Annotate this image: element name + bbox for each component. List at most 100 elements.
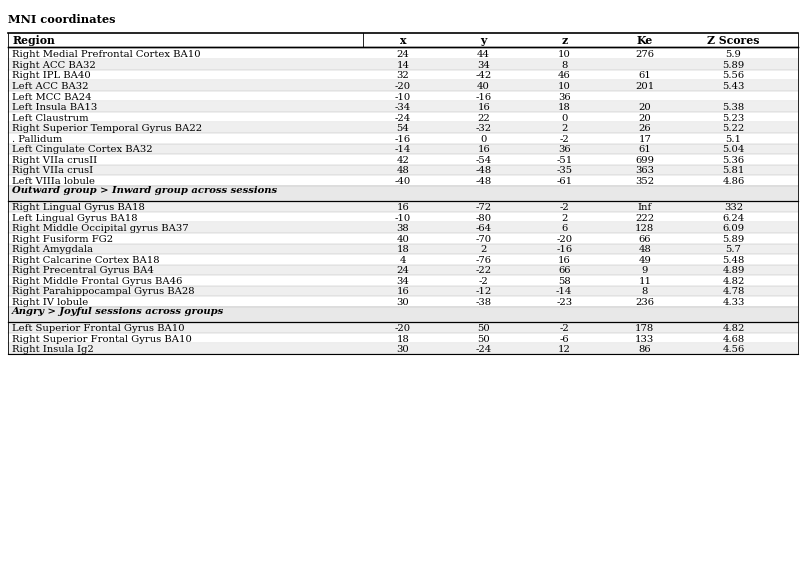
Text: -34: -34 <box>395 103 411 112</box>
Text: 4.89: 4.89 <box>722 266 745 275</box>
Text: 5.56: 5.56 <box>722 71 745 81</box>
Text: Right Insula Ig2: Right Insula Ig2 <box>12 345 93 354</box>
Text: Right ACC BA32: Right ACC BA32 <box>12 61 96 70</box>
Text: Left ACC BA32: Left ACC BA32 <box>12 82 89 91</box>
Text: 4.68: 4.68 <box>722 335 745 344</box>
Text: 48: 48 <box>638 245 651 254</box>
Bar <box>8 286 798 296</box>
Text: Angry > Joyful sessions across groups: Angry > Joyful sessions across groups <box>12 307 224 316</box>
Text: -80: -80 <box>476 214 492 223</box>
Bar <box>8 123 798 133</box>
Text: Right Superior Frontal Gyrus BA10: Right Superior Frontal Gyrus BA10 <box>12 335 192 344</box>
Text: MNI coordinates: MNI coordinates <box>8 14 115 25</box>
Text: 6.09: 6.09 <box>722 224 745 233</box>
Text: 0: 0 <box>480 135 487 144</box>
Text: 48: 48 <box>397 166 409 175</box>
Text: 6: 6 <box>561 224 567 233</box>
Bar <box>8 91 798 101</box>
Text: 61: 61 <box>638 71 651 81</box>
Text: Left MCC BA24: Left MCC BA24 <box>12 93 92 102</box>
Text: 18: 18 <box>397 335 409 344</box>
Text: -48: -48 <box>476 177 492 186</box>
Text: 49: 49 <box>638 256 651 265</box>
Text: 34: 34 <box>477 61 490 70</box>
Text: 18: 18 <box>397 245 409 254</box>
Bar <box>8 70 798 80</box>
Text: Right Precentral Gyrus BA4: Right Precentral Gyrus BA4 <box>12 266 154 275</box>
Bar <box>8 202 798 212</box>
Text: z: z <box>561 35 567 46</box>
Text: -10: -10 <box>395 214 411 223</box>
Bar <box>8 265 798 275</box>
Text: 12: 12 <box>558 345 571 354</box>
Text: Left Claustrum: Left Claustrum <box>12 114 89 123</box>
Text: -6: -6 <box>559 335 569 344</box>
Text: 46: 46 <box>558 71 571 81</box>
Text: 4: 4 <box>400 256 406 265</box>
Text: 26: 26 <box>638 124 651 133</box>
Bar <box>8 60 798 70</box>
Text: 4.78: 4.78 <box>722 287 745 296</box>
Text: 201: 201 <box>635 82 654 91</box>
Text: -2: -2 <box>559 203 569 212</box>
Text: 4.56: 4.56 <box>722 345 745 354</box>
Text: 699: 699 <box>635 156 654 165</box>
Text: -32: -32 <box>476 124 492 133</box>
Bar <box>8 323 798 333</box>
Bar <box>8 255 798 264</box>
Bar <box>8 165 798 175</box>
Text: -2: -2 <box>559 135 569 144</box>
Text: Right Middle Occipital gyrus BA37: Right Middle Occipital gyrus BA37 <box>12 224 189 233</box>
Text: Right Lingual Gyrus BA18: Right Lingual Gyrus BA18 <box>12 203 145 212</box>
Text: 61: 61 <box>638 145 651 154</box>
Text: 5.36: 5.36 <box>722 156 745 165</box>
Text: -76: -76 <box>476 256 492 265</box>
Bar <box>8 134 798 143</box>
Text: Left Insula BA13: Left Insula BA13 <box>12 103 98 112</box>
Text: 50: 50 <box>477 335 490 344</box>
Bar <box>8 223 798 233</box>
Text: 17: 17 <box>638 135 651 144</box>
Text: -61: -61 <box>556 177 572 186</box>
Text: 2: 2 <box>480 245 487 254</box>
Text: -20: -20 <box>395 324 411 333</box>
Bar <box>8 244 798 254</box>
Text: 236: 236 <box>635 298 654 307</box>
Text: Right IPL BA40: Right IPL BA40 <box>12 71 91 81</box>
Text: 86: 86 <box>638 345 651 354</box>
Text: 36: 36 <box>558 93 571 102</box>
Text: 8: 8 <box>561 61 567 70</box>
Text: Right Middle Frontal Gyrus BA46: Right Middle Frontal Gyrus BA46 <box>12 277 182 286</box>
Text: 16: 16 <box>397 203 409 212</box>
Bar <box>8 112 798 122</box>
Text: 4.33: 4.33 <box>722 298 745 307</box>
Text: Left Cingulate Cortex BA32: Left Cingulate Cortex BA32 <box>12 145 152 154</box>
Text: -40: -40 <box>395 177 411 186</box>
Text: -16: -16 <box>556 245 572 254</box>
Text: 5.89: 5.89 <box>722 61 745 70</box>
Text: -14: -14 <box>395 145 411 154</box>
Text: 18: 18 <box>558 103 571 112</box>
Text: 5.38: 5.38 <box>722 103 745 112</box>
Text: 30: 30 <box>397 345 409 354</box>
Text: 5.89: 5.89 <box>722 235 745 244</box>
Bar <box>8 176 798 186</box>
Text: 20: 20 <box>638 103 651 112</box>
Text: 5.04: 5.04 <box>722 145 745 154</box>
Text: 332: 332 <box>724 203 743 212</box>
Text: 38: 38 <box>397 224 409 233</box>
Text: -14: -14 <box>556 287 572 296</box>
Text: 24: 24 <box>397 50 409 59</box>
Text: 66: 66 <box>558 266 571 275</box>
Text: -22: -22 <box>476 266 492 275</box>
Text: 4.82: 4.82 <box>722 324 745 333</box>
Text: 20: 20 <box>638 114 651 123</box>
Text: -42: -42 <box>476 71 492 81</box>
Text: 10: 10 <box>558 82 571 91</box>
Text: Right Parahippocampal Gyrus BA28: Right Parahippocampal Gyrus BA28 <box>12 287 195 296</box>
Text: -54: -54 <box>476 156 492 165</box>
Text: 5.22: 5.22 <box>722 124 745 133</box>
Text: 2: 2 <box>561 124 567 133</box>
Text: 4.86: 4.86 <box>722 177 745 186</box>
Text: 10: 10 <box>558 50 571 59</box>
